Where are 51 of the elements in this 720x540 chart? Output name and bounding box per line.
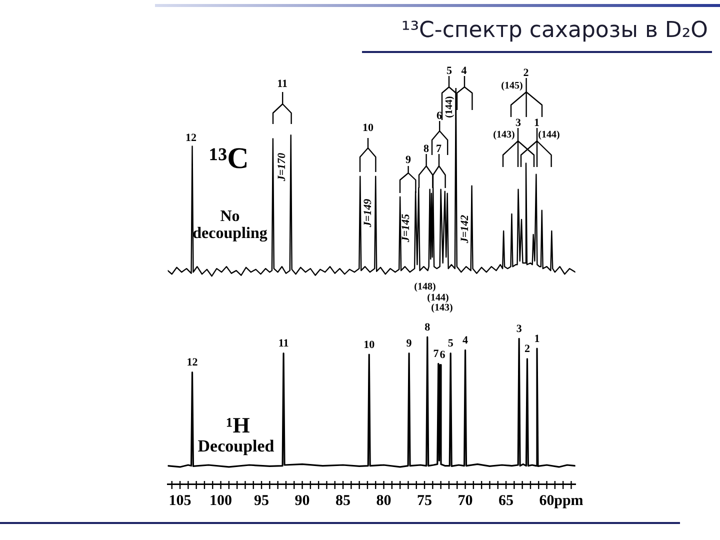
x-tick-label: 75 — [417, 492, 432, 509]
chart-title: ¹³C-спектр сахарозы в D₂O — [401, 18, 708, 43]
annotation: (143) — [493, 130, 515, 141]
annotation: 12 — [186, 356, 198, 369]
annotation: 5 — [448, 338, 454, 350]
annotation: (148) — [414, 282, 436, 293]
annotation: ¹³C — [209, 142, 249, 175]
annotation: 3 — [516, 116, 522, 129]
annotation: J=145 — [400, 213, 412, 244]
x-axis-title: ppm — [554, 492, 584, 509]
annotation: J=170 — [276, 152, 288, 182]
annotation: 2 — [524, 343, 530, 356]
annotation: (144) — [538, 130, 560, 141]
annotation: J=142 — [458, 214, 471, 244]
text: 4 — [461, 64, 468, 77]
annotation: 3 — [516, 323, 522, 336]
annotation: 10 — [364, 338, 376, 351]
annotation: 10 — [362, 122, 374, 134]
annotation: 9 — [406, 338, 412, 350]
x-tick-label: 60 — [539, 492, 554, 509]
annotation: 11 — [277, 78, 288, 90]
x-tick-label: 80 — [376, 492, 392, 509]
annotation: 6 — [440, 349, 446, 362]
annotation: 7 — [433, 348, 440, 360]
annotation: No decoupling — [192, 208, 268, 242]
annotation: 8 — [424, 321, 431, 334]
annotation: (143) — [431, 302, 453, 314]
annotation: Decoupled — [198, 436, 275, 456]
annotation: 11 — [278, 338, 289, 350]
annotation: ¹H — [226, 412, 250, 438]
annotation: 1 — [534, 116, 540, 129]
annotation: (144) — [444, 96, 456, 118]
annotation: (145) — [501, 80, 523, 92]
annotation: 1 — [534, 332, 540, 345]
text: 2 — [523, 66, 530, 79]
annotation: 7 — [436, 142, 442, 155]
text: 5 — [446, 64, 453, 77]
annotation: 8 — [424, 142, 430, 155]
x-tick-label: 105 — [168, 492, 192, 509]
x-tick-label: 70 — [458, 492, 473, 509]
annotation: (144) — [427, 292, 449, 304]
x-tick-label: 90 — [294, 492, 310, 509]
x-tick-label: 85 — [336, 492, 351, 509]
x-tick-label: 65 — [498, 492, 514, 509]
annotation: 9 — [406, 154, 412, 166]
annotation: 12 — [186, 132, 197, 144]
x-tick-label: 100 — [210, 492, 232, 509]
x-tick-label: 95 — [254, 492, 270, 509]
annotation: 4 — [462, 334, 469, 346]
annotation: J=149 — [362, 198, 374, 228]
annotation: 6 — [436, 110, 443, 122]
